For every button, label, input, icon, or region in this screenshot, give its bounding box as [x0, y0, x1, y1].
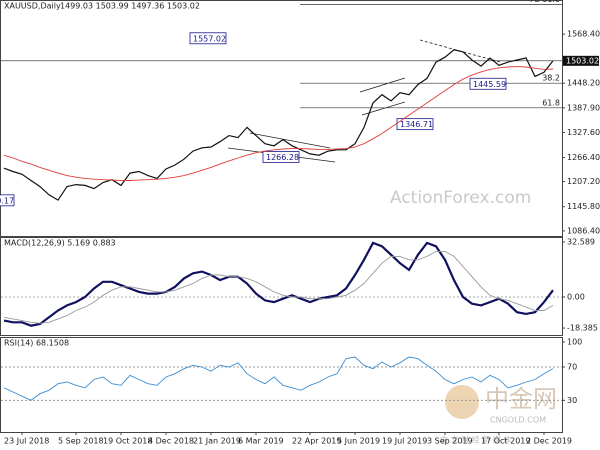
- y-tick-label: 1145.80: [567, 202, 600, 211]
- logo-name: 中金网: [485, 385, 557, 413]
- annotation-box: [189, 32, 227, 45]
- x-tick-label: 6 Mar 2019: [238, 437, 284, 446]
- annotation-box: [396, 118, 434, 131]
- series-line: [3, 66, 554, 181]
- x-tick-label: 17 Oct 2019: [481, 437, 530, 446]
- watermark: ActionForex.com: [390, 188, 531, 208]
- fib-label: FE 61.8: [530, 0, 560, 4]
- rsi-title: RSI(14) 68.1508: [4, 339, 69, 348]
- y-tick-label: 70: [567, 363, 577, 372]
- macd-title: MACD(12,26,9) 5.169 0.883: [4, 239, 116, 248]
- x-tick-label: 5 Sep 2018: [58, 437, 104, 446]
- x-tick-label: 5 Jun 2019: [337, 437, 380, 446]
- y-tick-label: 1568.40: [567, 30, 600, 39]
- annotation-box: [469, 77, 507, 90]
- fib-label: 61.8: [542, 98, 560, 107]
- series-line: [3, 241, 554, 327]
- y-tick-label: -18.385: [567, 324, 598, 333]
- series-line: [3, 49, 554, 201]
- annotation-label: 1266.28: [266, 153, 299, 162]
- series-line: [3, 356, 554, 401]
- annotation-label: 1445.59: [473, 80, 506, 89]
- x-tick-label: 23 Jul 2018: [4, 437, 49, 446]
- y-tick-label: 0.00: [567, 292, 585, 301]
- y-tick-label: 32.589: [567, 237, 595, 246]
- y-tick-label: 1266.40: [567, 153, 600, 162]
- macd-panel: [0, 237, 563, 336]
- rsi-panel: [0, 337, 563, 433]
- x-tick-label: 19 Oct 2018: [103, 437, 152, 446]
- y-tick-label: 30: [567, 396, 577, 405]
- ohlc: 1499.03 1503.99 1497.36 1503.02: [60, 2, 200, 11]
- y-tick-label: 1327.60: [567, 128, 600, 137]
- fib-label: 38.2: [542, 74, 560, 83]
- x-tick-label: 22 Apr 2019: [292, 437, 341, 446]
- logo: 中金网 CNGOLD.COM 中 文 财 经 新 媒 体: [440, 385, 557, 445]
- logo-tagline: 中 文 财 经 新 媒 体: [440, 435, 511, 445]
- y-tick-label: 1387.90: [567, 103, 600, 112]
- y-tick-label: 1207.20: [567, 177, 600, 186]
- x-tick-label: 2 Dec 2019: [526, 437, 572, 446]
- logo-site: CNGOLD.COM: [490, 416, 546, 425]
- y-tick-label: 1448.20: [567, 79, 600, 88]
- series-line: [3, 250, 554, 324]
- annotation-label: 1557.02: [193, 34, 226, 43]
- price-label: 1503.02: [566, 56, 599, 65]
- y-tick-label: 1086.40: [567, 226, 600, 235]
- main-panel: [0, 0, 563, 237]
- annotation-box: [0, 194, 15, 207]
- price-box: [563, 55, 599, 66]
- x-tick-label: 3 Sep 2019: [427, 437, 473, 446]
- x-tick-label: 21 Jan 2019: [193, 437, 241, 446]
- x-tick-label: 19 Jul 2019: [382, 437, 427, 446]
- annotation-label: 1160.17: [0, 196, 14, 205]
- main-title: XAUUSD,Daily: [4, 2, 61, 11]
- annotation-box: [262, 151, 300, 163]
- x-tick-label: 4 Dec 2018: [148, 437, 194, 446]
- annotation-label: 1346.71: [400, 120, 433, 129]
- y-tick-label: 100: [567, 338, 582, 347]
